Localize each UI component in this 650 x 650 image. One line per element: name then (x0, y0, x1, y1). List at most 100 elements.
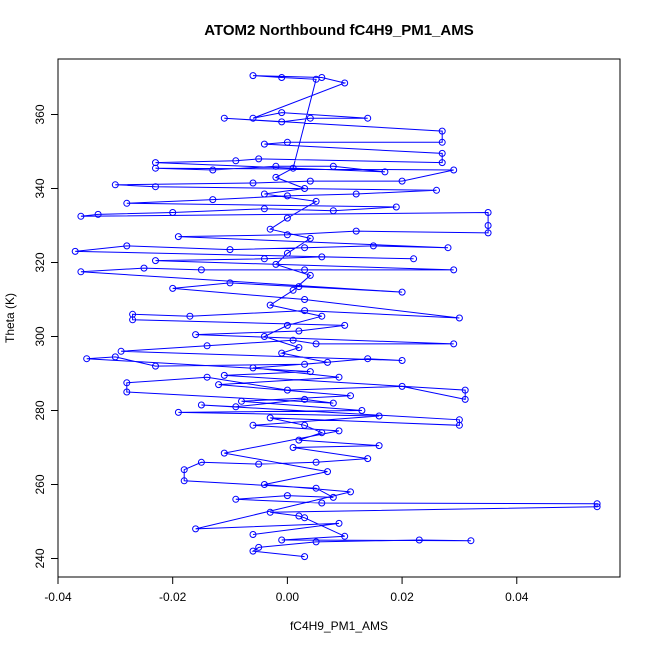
data-point-91 (94, 210, 102, 218)
data-point-54 (312, 340, 320, 348)
data-point-55 (450, 340, 458, 348)
data-point-50 (398, 357, 406, 364)
y-tick-label-5: 340 (33, 178, 47, 198)
data-point-39 (283, 386, 291, 394)
data-point-90 (77, 212, 85, 220)
data-point-136 (312, 197, 320, 205)
data-point-129 (249, 72, 257, 80)
data-point-102 (111, 181, 119, 189)
data-point-28 (301, 421, 309, 429)
data-point-9 (295, 512, 303, 520)
data-point-82 (369, 242, 377, 250)
data-point-114 (255, 155, 263, 163)
data-point-37 (123, 379, 131, 387)
data-point-52 (203, 342, 211, 350)
x-tick-label-4: 0.04 (505, 590, 529, 604)
data-point-24 (289, 444, 297, 451)
data-point-144 (266, 301, 274, 309)
data-point-121 (220, 114, 228, 122)
data-point-139 (306, 234, 314, 242)
data-point-14 (232, 495, 240, 503)
data-point-145 (318, 312, 326, 320)
data-point-157 (174, 408, 182, 416)
x-axis-label: fC4H9_PM1_AMS (290, 619, 388, 633)
data-point-23 (364, 455, 372, 463)
data-point-51 (117, 347, 125, 355)
data-point-111 (381, 168, 389, 176)
data-point-72 (301, 266, 309, 274)
data-point-53 (289, 336, 297, 344)
chart-title: ATOM2 Northbound fC4H9_PM1_AMS (204, 22, 473, 39)
data-point-42 (461, 386, 469, 394)
data-point-134 (301, 185, 309, 192)
data-point-57 (295, 327, 303, 335)
data-point-70 (140, 264, 148, 272)
data-point-65 (169, 284, 177, 292)
x-tick-label-2: 0.00 (276, 590, 300, 604)
y-tick-label-3: 300 (33, 326, 47, 346)
data-point-49 (364, 355, 372, 363)
data-point-43 (220, 371, 228, 379)
data-layer (71, 72, 601, 561)
data-point-143 (289, 286, 297, 294)
data-point-0 (301, 553, 309, 561)
data-point-67 (295, 283, 303, 291)
data-point-13 (318, 499, 326, 507)
data-point-66 (226, 279, 234, 287)
x-tick-label-0: -0.04 (44, 590, 72, 604)
data-point-98 (283, 192, 291, 200)
data-point-124 (364, 114, 372, 122)
data-point-154 (347, 392, 354, 400)
data-point-12 (593, 500, 601, 508)
y-tick-label-2: 280 (33, 400, 47, 420)
data-point-62 (301, 307, 309, 315)
data-point-35 (329, 399, 337, 407)
data-point-56 (192, 331, 200, 339)
y-tick-label-0: 240 (33, 548, 47, 568)
data-point-140 (283, 249, 291, 257)
data-point-95 (392, 203, 400, 211)
data-point-92 (169, 209, 177, 216)
data-point-88 (484, 222, 492, 229)
data-point-78 (71, 247, 79, 255)
data-point-4 (415, 536, 423, 544)
data-point-94 (329, 207, 337, 215)
data-point-117 (260, 140, 268, 148)
data-point-159 (249, 421, 257, 429)
data-point-106 (450, 166, 458, 174)
data-point-104 (306, 177, 314, 185)
data-point-3 (312, 538, 320, 546)
data-point-33 (232, 403, 240, 411)
data-point-80 (226, 246, 234, 254)
x-tick-label-1: -0.02 (159, 590, 187, 604)
y-tick-label-4: 320 (33, 252, 47, 272)
data-point-113 (232, 157, 240, 165)
data-point-166 (335, 519, 343, 527)
data-point-135 (260, 190, 268, 198)
data-point-133 (272, 173, 280, 181)
data-point-165 (192, 525, 200, 533)
data-point-110 (329, 162, 337, 170)
data-point-29 (266, 414, 274, 422)
data-point-38 (203, 373, 211, 381)
data-point-156 (358, 407, 366, 414)
data-point-108 (209, 166, 217, 174)
data-point-126 (249, 114, 257, 122)
data-point-18 (180, 477, 188, 485)
data-point-76 (318, 253, 326, 261)
data-point-100 (433, 186, 440, 194)
data-point-81 (301, 244, 309, 252)
data-point-99 (352, 190, 360, 198)
data-point-17 (312, 484, 320, 492)
data-point-151 (249, 364, 257, 372)
data-point-153 (215, 381, 223, 389)
data-point-25 (375, 442, 383, 450)
data-point-58 (341, 321, 349, 329)
data-point-79 (123, 242, 131, 250)
data-point-16 (329, 493, 337, 501)
data-point-45 (83, 355, 91, 363)
data-point-93 (260, 205, 268, 213)
data-point-132 (289, 164, 297, 172)
data-point-47 (152, 362, 159, 370)
